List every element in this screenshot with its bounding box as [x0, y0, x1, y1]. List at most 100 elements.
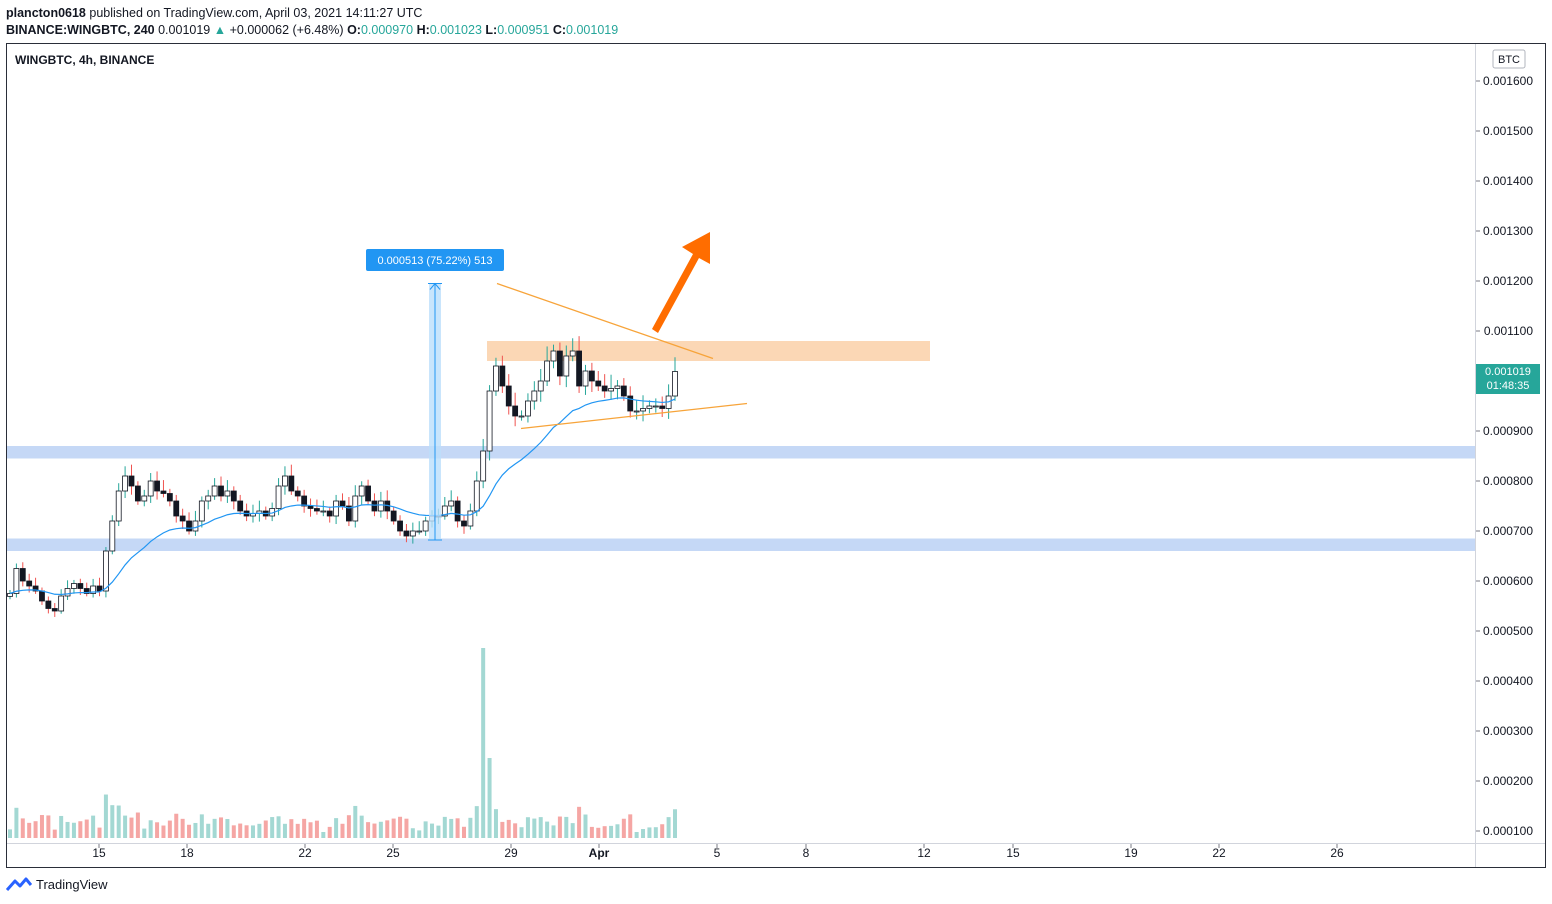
candle-body	[275, 485, 282, 509]
candle-body	[224, 490, 231, 497]
volume-bar	[628, 814, 633, 838]
time-tick-label: Apr	[589, 846, 610, 860]
volume-bar	[609, 825, 614, 838]
volume-bar	[487, 758, 492, 838]
candle-body	[640, 408, 646, 412]
volume-bar	[282, 823, 287, 838]
volume-bar	[302, 818, 307, 838]
volume-bar	[334, 818, 339, 838]
volume-bar	[187, 824, 192, 838]
volume-bar	[378, 821, 383, 838]
support-zone	[7, 538, 1475, 551]
volume-bar	[206, 823, 211, 838]
volume-bar	[468, 817, 473, 838]
price-tick-label: 0.000500	[1483, 624, 1533, 638]
candle-body	[461, 520, 467, 527]
price-tag-value: 0.001019	[1485, 366, 1531, 378]
volume-bar	[65, 821, 70, 838]
volume-bar	[250, 825, 255, 838]
volume-bar	[436, 825, 441, 838]
candle-body	[576, 350, 582, 387]
candle-body	[147, 480, 154, 497]
time-tick-label: 5	[714, 846, 721, 860]
candle-body	[493, 365, 499, 392]
volume-bar	[481, 648, 486, 838]
volume-bar	[353, 805, 358, 838]
volume-bar	[167, 820, 172, 838]
volume-bar	[116, 805, 121, 838]
candle-body	[339, 500, 346, 507]
currency-badge[interactable]	[1492, 49, 1526, 69]
volume-bar	[33, 821, 38, 838]
volume-bar	[212, 818, 217, 838]
candle-body	[134, 485, 141, 502]
volume-bar	[519, 827, 524, 838]
price-tick-label: 0.001400	[1483, 174, 1533, 188]
volume-bar	[270, 817, 275, 838]
candle-body	[230, 490, 237, 502]
symbol-line: BINANCE:WINGBTC, 240	[6, 23, 155, 37]
price-axis[interactable]: 0.001600 0.001500 0.001400 0.001300 0.001200…	[1476, 74, 1533, 838]
time-tick-label: 12	[917, 846, 931, 860]
volume-bar	[289, 819, 294, 838]
volume-bar	[461, 826, 466, 838]
volume-bar	[493, 809, 498, 838]
candle-body	[486, 390, 493, 452]
volume-bar	[525, 817, 530, 838]
candle-body	[90, 585, 97, 594]
volume-bar	[551, 825, 556, 838]
volume-bar	[474, 806, 479, 838]
triangle-upper-line	[496, 282, 714, 360]
volume-bar	[346, 815, 351, 838]
volume-bar	[372, 823, 377, 838]
volume-bar	[506, 819, 511, 838]
volume-bar	[225, 819, 230, 838]
candle-body	[166, 493, 173, 502]
candle-body	[333, 500, 340, 517]
breakout-arrow-icon	[652, 232, 710, 333]
candle-body	[454, 500, 461, 522]
candle-body	[672, 371, 678, 397]
candle-body	[103, 550, 109, 592]
candle-body	[211, 485, 218, 497]
price-tick-label: 0.000100	[1483, 824, 1533, 838]
volume-bar	[385, 820, 390, 838]
tradingview-logo-icon	[6, 877, 32, 891]
candle-body	[326, 510, 333, 517]
candle-body	[71, 583, 77, 589]
candle-body	[525, 400, 531, 417]
candle-body	[505, 385, 512, 407]
candle-body	[480, 450, 487, 482]
volume-bar	[91, 815, 96, 838]
author-name[interactable]: plancton0618	[6, 6, 86, 20]
measure-label-text: 0.000513 (75.22%) 513	[378, 255, 493, 267]
candle-body	[416, 530, 423, 533]
time-tick-label: 18	[180, 846, 194, 860]
time-tick-label: 26	[1330, 846, 1344, 860]
candle-body	[377, 500, 384, 512]
candle-body	[237, 500, 244, 512]
volume-bar	[46, 815, 51, 838]
candle-body	[320, 510, 327, 513]
volume-bar	[430, 823, 435, 838]
time-tick-label: 15	[1006, 846, 1020, 860]
candle-body	[192, 520, 199, 532]
candle-body	[563, 355, 570, 377]
candle-body	[77, 583, 84, 589]
candle-body	[557, 350, 563, 377]
drawings-layer	[428, 232, 748, 541]
price-tick-label: 0.001200	[1483, 274, 1533, 288]
candle-body	[448, 500, 455, 507]
volume-bar	[538, 817, 543, 838]
volume-bar	[174, 813, 179, 838]
open-label: O:	[347, 23, 361, 37]
time-axis[interactable]: 15 18 22 25 29 Apr 5 8 12 15 19 22 26	[92, 844, 1344, 860]
volume-bar	[615, 824, 620, 838]
volume-bar	[641, 829, 646, 838]
published-text: published on TradingView.com, April 03, …	[89, 6, 423, 20]
price-tag-box	[1476, 364, 1540, 394]
high-label: H:	[416, 23, 430, 37]
candle-body	[301, 495, 308, 507]
footer-brand[interactable]: TradingView	[6, 876, 108, 892]
